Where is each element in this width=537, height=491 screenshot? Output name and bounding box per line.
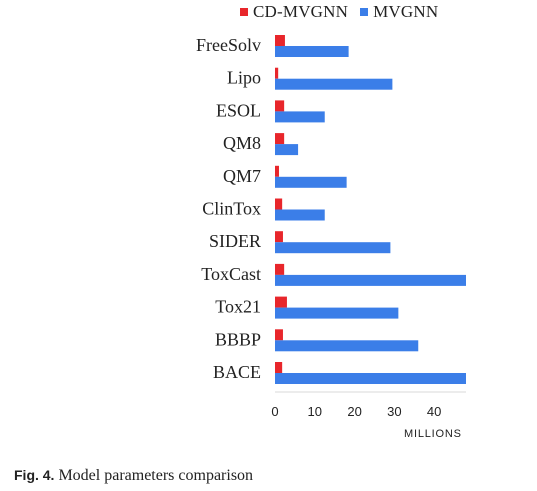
bars-layer: [275, 35, 466, 384]
category-label-clintox: ClinTox: [202, 199, 261, 219]
category-label-bbbp: BBBP: [215, 329, 261, 349]
category-label-freesolv: FreeSolv: [196, 35, 261, 55]
category-label-qm8: QM8: [223, 133, 261, 153]
category-labels: FreeSolv Lipo ESOL QM8 QM7 ClinTox SIDER ToxCas…: [196, 35, 261, 382]
legend-swatch-mvgnn: [360, 8, 369, 16]
x-axis-label: MILLIONS: [404, 428, 462, 440]
bar-mvgnn-bbbp: [275, 340, 419, 352]
category-label-qm7: QM7: [223, 166, 261, 186]
category-label-bace: BACE: [213, 362, 261, 382]
bar-mvgnn-toxcast: [275, 274, 466, 286]
bar-cd-mvgnn-bace: [275, 362, 283, 373]
caption-label: Fig. 4.: [14, 467, 55, 483]
figure-caption: Fig. 4. Model parameters comparison: [14, 467, 253, 485]
category-label-toxcast: ToxCast: [201, 264, 261, 284]
bar-cd-mvgnn-bbbp: [275, 329, 283, 341]
legend-item-cd-mvgnn: CD-MVGNN: [240, 2, 348, 22]
category-label-esol: ESOL: [216, 100, 261, 120]
bar-mvgnn-bace: [275, 373, 466, 384]
bar-cd-mvgnn-qm8: [275, 133, 285, 145]
bar-mvgnn-tox21: [275, 307, 399, 319]
bar-mvgnn-qm7: [275, 176, 347, 188]
bar-cd-mvgnn-sider: [275, 231, 283, 243]
x-tick-label-30: 30: [387, 404, 401, 419]
bar-cd-mvgnn-tox21: [275, 296, 287, 308]
legend-swatch-cd-mvgnn: [240, 8, 248, 16]
bar-mvgnn-freesolv: [275, 46, 349, 57]
bar-cd-mvgnn-clintox: [275, 198, 283, 210]
legend-label-mvgnn: MVGNN: [373, 2, 439, 21]
bar-cd-mvgnn-esol: [275, 100, 285, 112]
caption-text: Model parameters comparison: [54, 467, 254, 484]
category-label-tox21: Tox21: [215, 297, 261, 317]
bar-cd-mvgnn-lipo: [275, 67, 279, 79]
bar-mvgnn-clintox: [275, 209, 325, 221]
bar-mvgnn-qm8: [275, 144, 299, 156]
category-label-lipo: Lipo: [227, 68, 261, 88]
x-tick-label-40: 40: [427, 404, 441, 419]
bar-cd-mvgnn-freesolv: [275, 35, 285, 46]
bar-mvgnn-esol: [275, 111, 325, 123]
bar-mvgnn-lipo: [275, 78, 393, 90]
legend: CD-MVGNN MVGNN: [240, 2, 450, 22]
x-axis: 0 10 20 30 40: [271, 391, 466, 419]
bar-cd-mvgnn-qm7: [275, 165, 279, 177]
bar-mvgnn-sider: [275, 242, 391, 254]
legend-label-cd-mvgnn: CD-MVGNN: [253, 2, 349, 21]
legend-item-mvgnn: MVGNN: [360, 2, 438, 22]
x-tick-label-20: 20: [347, 404, 361, 419]
x-tick-label-10: 10: [308, 404, 322, 419]
bar-cd-mvgnn-toxcast: [275, 263, 285, 275]
x-tick-label-0: 0: [271, 404, 278, 419]
category-label-sider: SIDER: [209, 231, 261, 251]
